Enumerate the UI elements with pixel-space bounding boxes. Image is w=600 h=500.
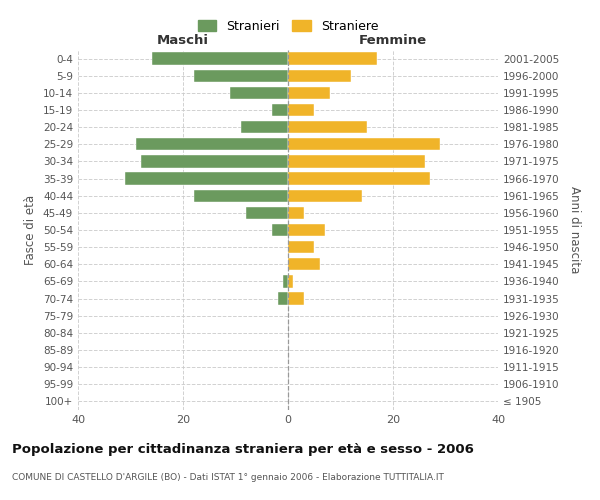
Y-axis label: Fasce di età: Fasce di età (25, 195, 37, 265)
Bar (288, 224, 325, 236)
Text: COMUNE DI CASTELLO D'ARGILE (BO) - Dati ISTAT 1° gennaio 2006 - Elaborazione TUT: COMUNE DI CASTELLO D'ARGILE (BO) - Dati … (12, 472, 444, 482)
Bar (288, 172, 430, 184)
Bar (288, 104, 314, 116)
Bar (241, 121, 288, 134)
Bar (288, 156, 425, 168)
Bar (125, 172, 288, 184)
Text: Maschi: Maschi (157, 34, 209, 46)
Bar (288, 258, 320, 270)
Bar (136, 138, 288, 150)
Bar (288, 190, 361, 202)
Bar (288, 86, 330, 99)
Bar (288, 52, 377, 64)
Bar (288, 70, 351, 82)
Bar (288, 121, 367, 134)
Bar (151, 52, 288, 64)
Bar (141, 156, 288, 168)
Bar (283, 276, 288, 287)
Bar (288, 206, 304, 219)
Legend: Stranieri, Straniere: Stranieri, Straniere (193, 15, 383, 38)
Bar (272, 224, 288, 236)
Bar (246, 206, 288, 219)
Bar (277, 292, 288, 304)
Y-axis label: Anni di nascita: Anni di nascita (568, 186, 581, 274)
Bar (230, 86, 288, 99)
Bar (193, 70, 288, 82)
Text: Popolazione per cittadinanza straniera per età e sesso - 2006: Popolazione per cittadinanza straniera p… (12, 442, 474, 456)
Bar (288, 292, 304, 304)
Text: Femmine: Femmine (359, 34, 427, 46)
Bar (288, 276, 293, 287)
Bar (193, 190, 288, 202)
Bar (272, 104, 288, 116)
Bar (288, 138, 440, 150)
Bar (288, 241, 314, 254)
